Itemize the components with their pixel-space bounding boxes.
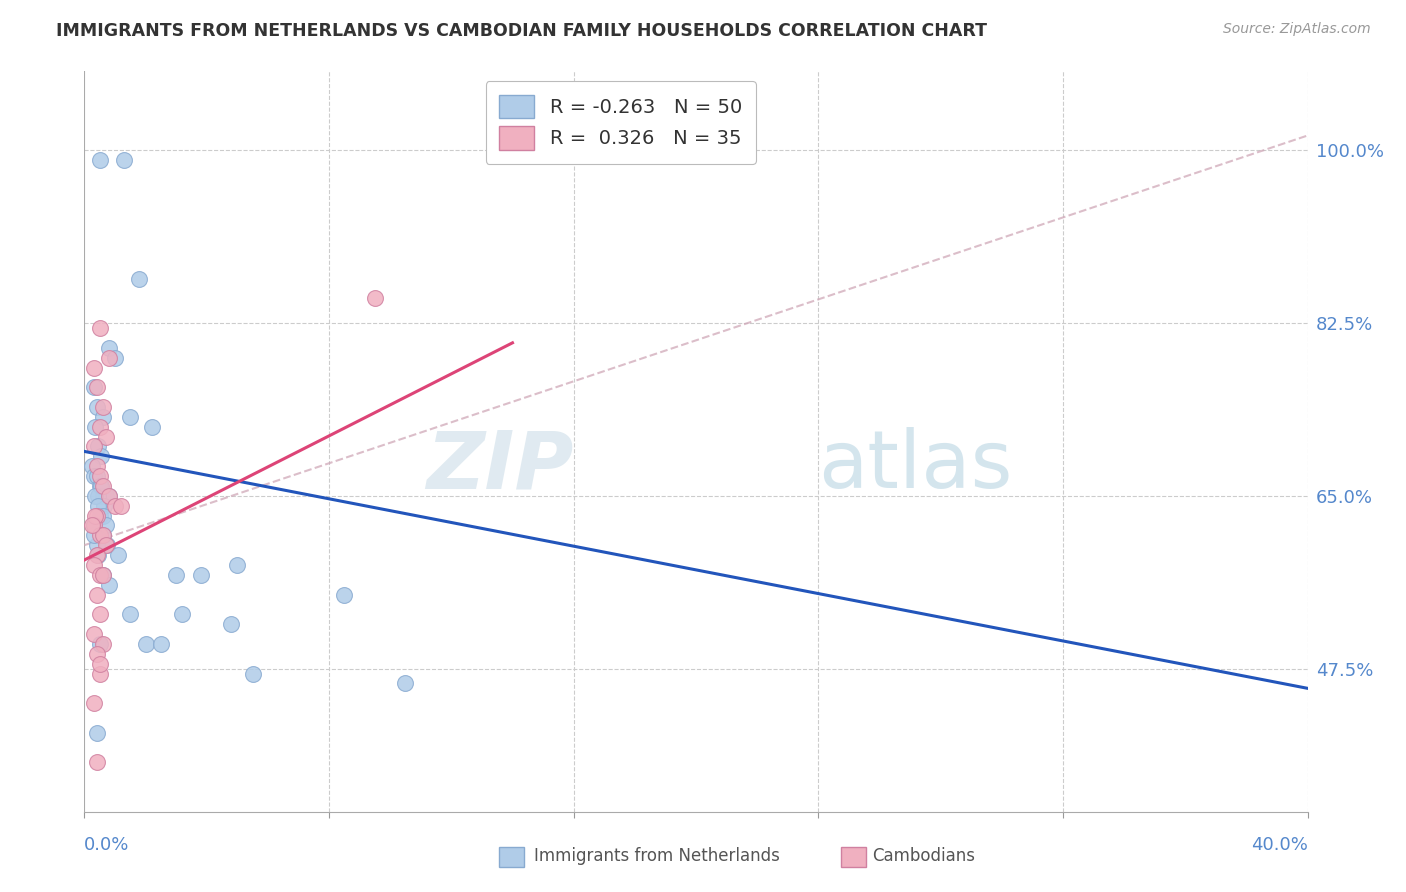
Point bbox=[87, 489, 110, 503]
Point bbox=[120, 607, 142, 622]
Point bbox=[91, 528, 114, 542]
Point bbox=[97, 577, 120, 591]
Point bbox=[110, 499, 132, 513]
Point bbox=[104, 499, 127, 513]
Text: 40.0%: 40.0% bbox=[1251, 837, 1308, 855]
Point bbox=[149, 637, 172, 651]
Point bbox=[83, 528, 105, 542]
Legend: R = -0.263   N = 50, R =  0.326   N = 35: R = -0.263 N = 50, R = 0.326 N = 35 bbox=[485, 81, 755, 163]
Point bbox=[86, 647, 108, 661]
Point bbox=[128, 271, 150, 285]
Point bbox=[135, 637, 157, 651]
Point bbox=[89, 607, 111, 622]
Point bbox=[86, 380, 108, 394]
Point bbox=[83, 380, 105, 394]
Point bbox=[91, 567, 114, 582]
Point bbox=[242, 666, 264, 681]
Point bbox=[333, 588, 356, 602]
Point bbox=[120, 409, 142, 424]
Point bbox=[91, 567, 114, 582]
Text: Immigrants from Netherlands: Immigrants from Netherlands bbox=[534, 847, 780, 865]
Point bbox=[226, 558, 249, 572]
Point bbox=[91, 400, 114, 414]
Point bbox=[96, 538, 118, 552]
Point bbox=[91, 479, 114, 493]
Point bbox=[89, 508, 111, 523]
Point bbox=[90, 479, 112, 493]
Point bbox=[86, 469, 108, 483]
Point bbox=[83, 518, 105, 533]
Point bbox=[190, 567, 212, 582]
Point bbox=[83, 469, 105, 483]
Point bbox=[86, 538, 108, 552]
Point bbox=[165, 567, 187, 582]
Point bbox=[89, 637, 111, 651]
Point bbox=[87, 499, 110, 513]
Point bbox=[86, 459, 108, 474]
Point bbox=[83, 696, 105, 710]
Text: Source: ZipAtlas.com: Source: ZipAtlas.com bbox=[1223, 22, 1371, 37]
Point bbox=[89, 479, 111, 493]
Point bbox=[89, 567, 111, 582]
Point bbox=[89, 419, 111, 434]
Point bbox=[86, 508, 108, 523]
Point bbox=[86, 588, 108, 602]
Point bbox=[83, 360, 105, 375]
Point bbox=[89, 321, 111, 335]
Point bbox=[91, 409, 114, 424]
Point bbox=[94, 538, 117, 552]
Point bbox=[219, 617, 242, 632]
Point bbox=[89, 528, 111, 542]
Point bbox=[84, 419, 107, 434]
Text: IMMIGRANTS FROM NETHERLANDS VS CAMBODIAN FAMILY HOUSEHOLDS CORRELATION CHART: IMMIGRANTS FROM NETHERLANDS VS CAMBODIAN… bbox=[56, 22, 987, 40]
Point bbox=[80, 459, 103, 474]
Point bbox=[86, 725, 108, 739]
Point bbox=[86, 548, 108, 562]
Text: atlas: atlas bbox=[818, 427, 1012, 505]
Point bbox=[91, 637, 114, 651]
Y-axis label: Family Households: Family Households bbox=[0, 364, 8, 519]
Point bbox=[91, 489, 114, 503]
Point bbox=[364, 292, 387, 306]
Point bbox=[97, 351, 120, 365]
Point bbox=[80, 518, 103, 533]
Point bbox=[91, 508, 114, 523]
Point bbox=[86, 400, 108, 414]
Point bbox=[104, 351, 127, 365]
Point bbox=[89, 469, 111, 483]
Point bbox=[94, 429, 117, 443]
Point bbox=[84, 489, 107, 503]
Point bbox=[83, 518, 105, 533]
Point bbox=[87, 440, 110, 454]
Point bbox=[172, 607, 194, 622]
Point bbox=[91, 528, 114, 542]
Point bbox=[83, 440, 105, 454]
Point bbox=[84, 508, 107, 523]
Point bbox=[89, 657, 111, 671]
Point bbox=[90, 450, 112, 464]
Point bbox=[83, 558, 105, 572]
Text: ZIP: ZIP bbox=[426, 427, 574, 505]
Text: 0.0%: 0.0% bbox=[84, 837, 129, 855]
Point bbox=[93, 499, 115, 513]
Point bbox=[89, 666, 111, 681]
Point bbox=[97, 489, 120, 503]
Text: Cambodians: Cambodians bbox=[872, 847, 974, 865]
Point bbox=[89, 153, 111, 168]
Point bbox=[141, 419, 163, 434]
Point bbox=[83, 627, 105, 641]
Point bbox=[107, 548, 129, 562]
Point bbox=[87, 548, 110, 562]
Point bbox=[86, 756, 108, 770]
Point bbox=[112, 153, 135, 168]
Point bbox=[94, 518, 117, 533]
Point bbox=[97, 341, 120, 355]
Point bbox=[94, 489, 117, 503]
Point bbox=[394, 676, 416, 690]
Point bbox=[97, 489, 120, 503]
